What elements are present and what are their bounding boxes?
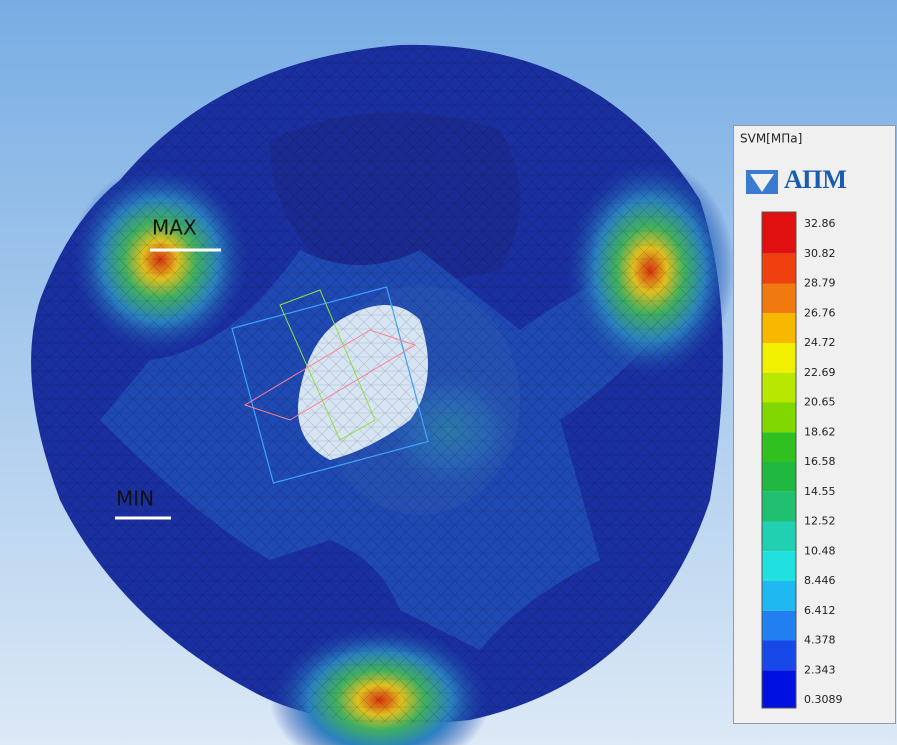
max-label: MAX: [152, 216, 197, 240]
color-swatch: [762, 581, 796, 611]
legend-value: 18.62: [804, 425, 836, 438]
color-swatch: [762, 373, 796, 403]
color-swatch: [762, 462, 796, 492]
color-swatch: [762, 432, 796, 462]
color-swatch: [762, 254, 796, 284]
legend-value: 14.55: [804, 485, 836, 498]
legend-value: 22.69: [804, 366, 836, 379]
legend-value: 0.3089: [804, 693, 843, 706]
legend-title: SVM[МПа]: [740, 132, 802, 146]
color-swatch: [762, 492, 796, 522]
color-swatch: [762, 403, 796, 433]
legend-value: 8.446: [804, 574, 836, 587]
legend-value: 28.79: [804, 277, 836, 290]
color-swatch: [762, 313, 796, 343]
color-swatch: [762, 284, 796, 314]
legend-value: 2.343: [804, 663, 836, 676]
legend-value: 24.72: [804, 336, 836, 349]
legend-value: 10.48: [804, 544, 836, 557]
color-swatch: [762, 551, 796, 581]
legend-value: 16.58: [804, 455, 836, 468]
viewport: MAX MIN SVM[МПа] АПМ 32.86 30.82 28.79 26.7…: [0, 0, 897, 745]
page: MAX MIN SVM[МПа] АПМ 32.86 30.82 28.79 26.7…: [0, 0, 897, 745]
min-label: MIN: [116, 487, 154, 511]
legend-value: 30.82: [804, 247, 836, 260]
color-swatch: [762, 522, 796, 552]
legend: SVM[МПа] АПМ 32.86 30.82 28.79 26.76 24.72 22…: [734, 126, 896, 724]
legend-logo: АПМ: [784, 165, 847, 194]
color-swatch: [762, 641, 796, 671]
legend-value: 32.86: [804, 217, 836, 230]
color-swatch: [762, 343, 796, 373]
color-swatch: [762, 212, 796, 254]
color-swatch: [762, 670, 796, 708]
legend-value: 20.65: [804, 396, 836, 409]
legend-value: 26.76: [804, 306, 836, 319]
legend-value: 4.378: [804, 634, 836, 647]
color-swatch: [762, 611, 796, 641]
legend-value: 6.412: [804, 604, 836, 617]
legend-value: 12.52: [804, 515, 836, 528]
